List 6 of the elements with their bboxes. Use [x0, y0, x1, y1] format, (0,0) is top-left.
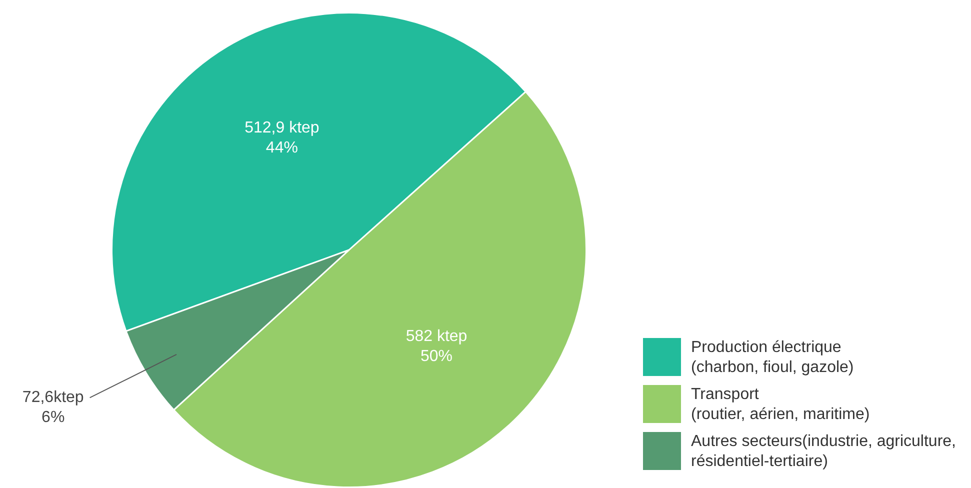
legend-label: Transport (routier, aérien, maritime) [691, 385, 870, 425]
legend-label: Autres secteurs(industrie, agriculture, résidentiel-tertiaire) [691, 432, 956, 472]
legend-label: Production électrique (charbon, fioul, gazole) [691, 338, 854, 378]
data-label: 582 ktep 50% [406, 328, 468, 366]
data-label: 72,6ktep 6% [22, 389, 84, 426]
data-label: 512,9 ktep 44% [244, 119, 320, 156]
